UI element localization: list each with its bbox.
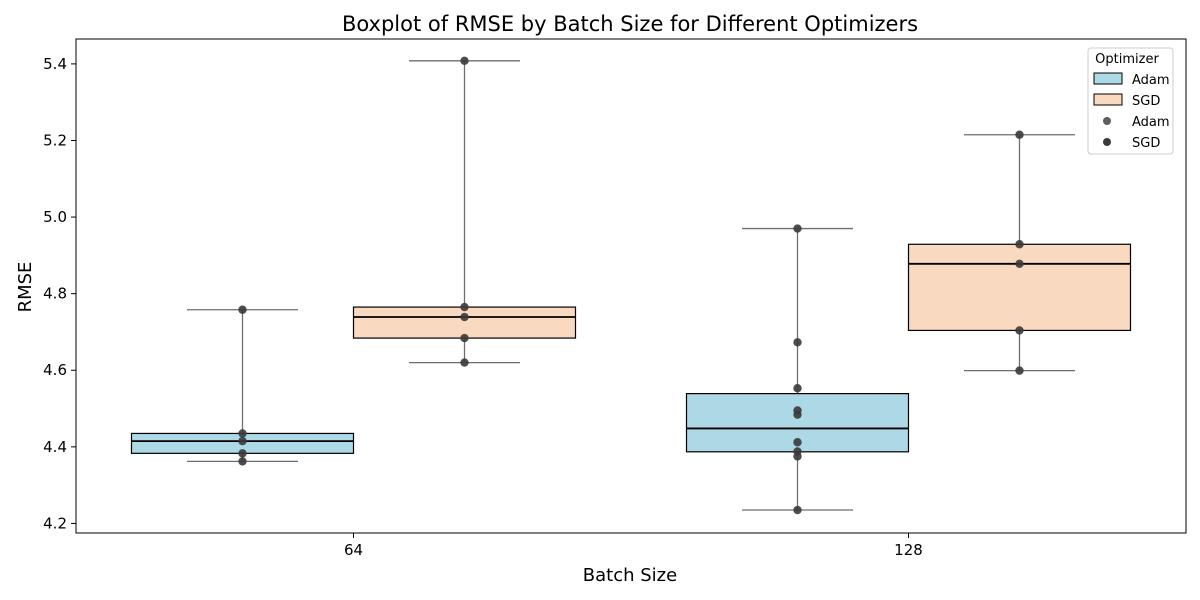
- data-point-adam-128: [793, 224, 802, 233]
- x-tick-label: 64: [344, 541, 363, 559]
- x-tick-label: 128: [894, 541, 923, 559]
- data-point-sgd-64: [460, 358, 469, 367]
- box-sgd-64: [352, 306, 577, 339]
- data-point-adam-128: [793, 338, 802, 347]
- data-point-adam-64: [238, 436, 247, 446]
- data-point-adam-64: [238, 457, 247, 466]
- y-tick-label: 4.8: [43, 285, 67, 303]
- legend-marker-sgd: [1103, 138, 1111, 146]
- legend: Optimizer Adam SGD Adam SGD: [1087, 47, 1174, 155]
- data-point-adam-64: [238, 305, 247, 314]
- chart-title: Boxplot of RMSE by Batch Size for Differ…: [342, 12, 918, 36]
- box-sgd-128: [907, 243, 1132, 332]
- y-tick-label: 5.2: [43, 131, 67, 149]
- legend-swatch-sgd: [1093, 93, 1123, 106]
- data-point-sgd-128: [1015, 326, 1024, 335]
- data-point-sgd-64: [460, 302, 469, 312]
- data-point-sgd-64: [460, 333, 469, 343]
- legend-title: Optimizer: [1095, 52, 1159, 67]
- legend-swatch-adam: [1093, 72, 1123, 85]
- legend-label: SGD: [1132, 94, 1160, 109]
- plot-frame: [75, 38, 1187, 534]
- y-axis-label: RMSE: [15, 262, 36, 313]
- y-tick-label: 4.6: [43, 361, 67, 379]
- data-point-adam-128: [793, 384, 802, 393]
- data-point-sgd-128: [1015, 130, 1024, 139]
- legend-label: Adam: [1132, 73, 1170, 88]
- data-point-sgd-64: [460, 312, 469, 322]
- legend-label: Adam: [1132, 115, 1170, 130]
- data-point-adam-128: [793, 406, 802, 415]
- data-point-sgd-128: [1015, 366, 1024, 375]
- data-point-adam-64: [238, 429, 247, 438]
- y-tick-label: 5.0: [43, 208, 67, 226]
- data-point-sgd-128: [1015, 259, 1024, 268]
- data-point-adam-128: [793, 447, 802, 456]
- data-point-sgd-128: [1015, 240, 1024, 249]
- legend-marker-adam: [1103, 117, 1111, 125]
- x-axis-label: Batch Size: [583, 565, 677, 586]
- y-tick-label: 4.2: [43, 514, 67, 532]
- data-point-adam-128: [793, 438, 802, 447]
- data-point-sgd-64: [460, 56, 469, 66]
- data-point-adam-128: [793, 505, 802, 515]
- y-tick-label: 5.4: [43, 55, 67, 73]
- legend-label: SGD: [1132, 136, 1160, 151]
- data-point-adam-64: [238, 449, 247, 458]
- y-tick-label: 4.4: [43, 438, 67, 456]
